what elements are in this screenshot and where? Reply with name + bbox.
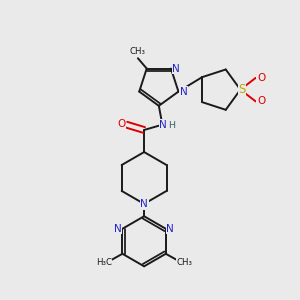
Text: N: N (159, 120, 167, 130)
Text: N: N (140, 200, 148, 209)
Text: H: H (168, 121, 175, 130)
Text: N: N (166, 224, 174, 234)
Text: O: O (117, 119, 125, 129)
Text: H₃C: H₃C (96, 258, 112, 267)
Text: O: O (257, 96, 265, 106)
Text: CH₃: CH₃ (129, 47, 145, 56)
Text: N: N (172, 64, 180, 74)
Text: N: N (114, 224, 122, 234)
Text: O: O (257, 73, 265, 83)
Text: S: S (238, 83, 246, 96)
Text: CH₃: CH₃ (176, 258, 192, 267)
Text: N: N (180, 87, 188, 97)
